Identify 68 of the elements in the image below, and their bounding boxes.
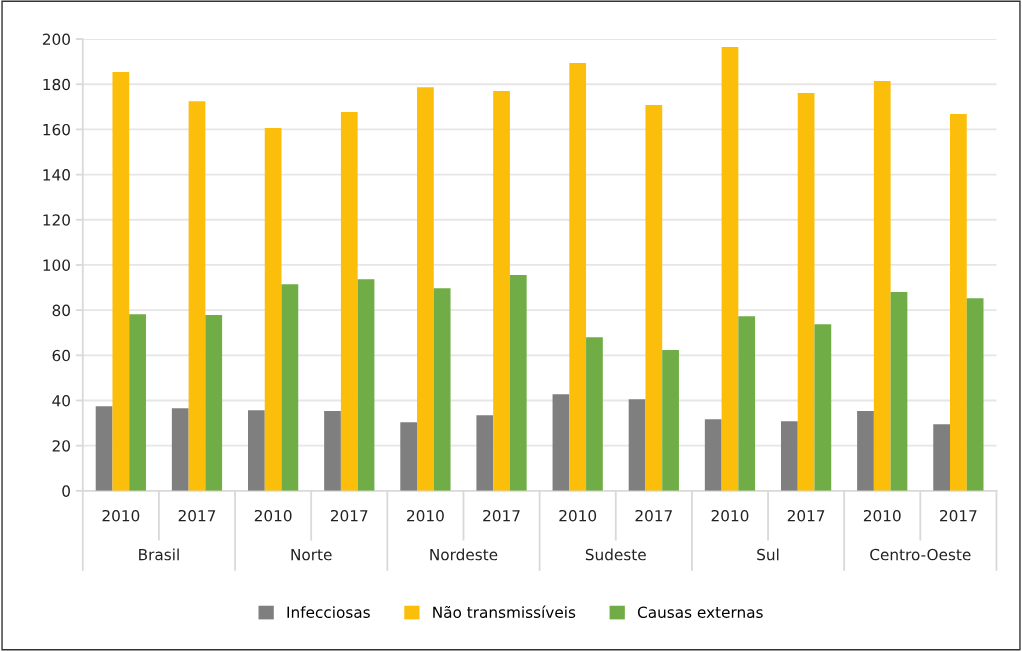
y-tick-label: 180 [43,78,70,91]
y-tick-label: 100 [43,259,70,271]
bar [797,93,815,491]
x-tick-label: 2010 [407,509,444,522]
y-tick-label: 140 [43,169,70,181]
bar [248,410,265,491]
text: Brasil [139,548,179,561]
x-tick-label: 2017 [178,509,216,522]
bar [205,315,223,491]
y-tick-label: 60 [52,349,70,362]
bar [645,105,663,491]
bar [890,292,908,491]
x-tick-label: 2010 [863,509,901,522]
bar [950,114,967,491]
bar [476,415,494,491]
x-tick-label: 2010 [254,509,292,522]
x-tick-label: 2010 [102,509,140,522]
bar [340,112,358,491]
bar [857,411,874,491]
bar [569,63,587,491]
x-tick-label: 2010 [559,509,597,522]
bar [509,275,527,491]
x-tick-label: 2017 [330,509,368,522]
text: Nordeste [430,548,498,561]
y-tick-label: 200 [42,33,70,46]
bar [704,419,722,491]
bar [738,316,756,491]
bar [171,408,189,491]
y-tick-label: 160 [43,123,70,136]
bar [400,422,418,491]
text: Norte [291,548,332,561]
bar [780,421,798,491]
bar [721,46,739,491]
legend-label: Causas externas [637,606,763,619]
bar [264,128,282,491]
legend-label: Infecciosas [287,606,370,619]
y-tick-label: 20 [52,440,70,452]
bar [417,87,434,491]
bar [873,81,891,491]
bar [188,101,206,491]
x-tick-label: 2017 [940,509,977,522]
text: Centro-Oeste [870,548,971,561]
bar [814,324,832,491]
bar [586,337,603,491]
bar [933,424,951,491]
x-tick-label: 2017 [483,509,520,522]
bar [433,288,451,491]
y-tick-label: 40 [52,394,70,407]
bar [324,411,341,491]
x-tick-label: 2017 [787,509,825,522]
y-tick-label: 120 [43,214,70,226]
legend-label: Não transmissíveis [433,605,576,619]
bar [628,399,646,491]
x-tick-label: 2017 [635,509,672,522]
text: Sul [757,548,779,561]
bar [95,406,113,491]
bar [112,72,130,491]
text: Sudeste [585,548,646,561]
bar [493,91,510,491]
bar [281,284,299,491]
bar [552,394,570,491]
y-tick-label: 80 [52,304,70,317]
bar [966,298,984,491]
bar [357,279,375,491]
y-tick-label: 0 [62,485,70,497]
x-tick-label: 2010 [711,509,749,522]
bar [662,350,679,491]
bar [129,314,146,491]
